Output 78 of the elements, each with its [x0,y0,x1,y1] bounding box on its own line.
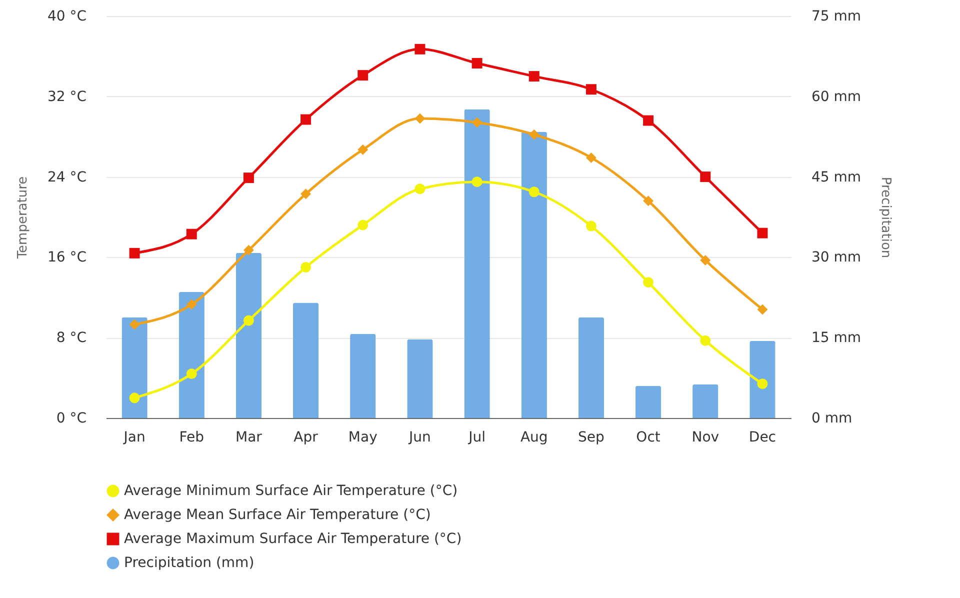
bar [692,384,718,418]
point [358,220,368,230]
legend-label: Average Maximum Surface Air Temperature (°C) [124,531,462,547]
bar [122,317,148,418]
legend-label: Precipitation (mm) [124,555,254,571]
point [300,188,312,200]
point [129,319,140,330]
point [528,186,540,198]
point [358,70,368,81]
y-tick-label: 16 °C [47,250,87,266]
point [700,335,711,346]
y2-axis-title: Precipitation [878,176,894,258]
bar [578,317,604,418]
point [414,44,426,54]
point [700,254,711,266]
legend-label: Average Minimum Surface Air Temperature (°C) [124,483,458,499]
point [757,228,768,238]
bar [178,292,204,418]
y2-tick-label: 30 mm [812,250,862,266]
point [472,117,482,128]
bar [407,339,433,418]
point [186,299,197,310]
x-tick-label: Oct [636,430,661,446]
point [528,129,540,140]
point [586,84,596,95]
point [586,220,596,232]
y-tick-label: 40 °C [47,8,87,24]
y2-tick-label: 0 mm [812,410,852,426]
x-tick-label: Mar [235,430,262,446]
point [528,71,540,82]
bar [292,302,319,418]
x-tick-label: Jan [122,430,146,446]
y-tick-label: 24 °C [47,169,87,186]
point [472,176,482,188]
x-tick-label: May [348,430,378,446]
point [186,228,197,240]
bar [350,334,376,418]
bar [521,132,547,418]
point [414,113,426,124]
x-tick-label: Jul [468,430,486,446]
y2-tick-label: 75 mm [812,8,862,24]
legend-label: Average Mean Surface Air Temperature (°C) [124,507,431,523]
x-tick-label: Dec [748,430,776,446]
point [243,244,254,256]
y-tick-label: 0 °C [56,410,87,426]
point [186,368,197,380]
point [358,144,368,155]
x-tick-label: Apr [294,430,318,446]
y-axis-title: Temperature [15,176,30,260]
point [243,172,254,184]
bar [236,252,262,418]
y2-tick-label: 60 mm [812,88,862,105]
bar [635,386,662,418]
y-tick-label: 8 °C [56,330,87,346]
point [243,315,254,326]
point [129,392,140,404]
point [643,277,654,288]
x-tick-label: Sep [578,430,605,446]
x-tick-label: Aug [520,430,548,446]
point [586,152,596,163]
point [757,304,768,315]
point [129,248,140,258]
point [757,378,768,390]
x-tick-label: Jun [408,430,431,446]
point [300,114,312,125]
bar [464,109,490,418]
x-tick-label: Feb [179,430,204,446]
point [643,196,654,206]
y2-tick-label: 45 mm [812,169,862,186]
point [643,115,654,126]
point [300,262,312,272]
y2-tick-label: 15 mm [812,330,862,346]
point [414,184,426,194]
y-tick-label: 32 °C [47,88,87,105]
point [700,172,711,182]
x-tick-label: Nov [692,430,720,446]
point [472,58,482,68]
bar [750,340,776,418]
